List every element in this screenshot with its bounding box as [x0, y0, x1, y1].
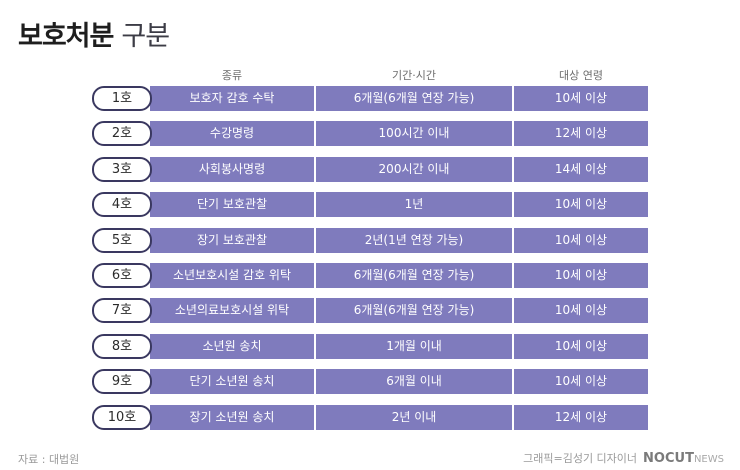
source-note: 자료 : 대법원: [18, 453, 80, 466]
page-title: 보호처분 구분: [18, 14, 170, 53]
disposition-number-badge: 1호: [92, 86, 152, 111]
cell-type: 소년보호시설 감호 위탁: [150, 263, 314, 288]
cell-age: 12세 이상: [514, 121, 648, 146]
cell-type: 단기 보호관찰: [150, 192, 314, 217]
cell-period: 6개월 이내: [316, 369, 512, 394]
column-header-age: 대상 연령: [559, 69, 603, 82]
cell-age: 14세 이상: [514, 157, 648, 182]
cell-period: 6개월(6개월 연장 가능): [316, 263, 512, 288]
table-row: 소년의료보호시설 위탁 6개월(6개월 연장 가능) 10세 이상 7호: [92, 298, 650, 323]
disposition-number-badge: 10호: [92, 405, 152, 430]
cell-age: 10세 이상: [514, 192, 648, 217]
cell-period: 6개월(6개월 연장 가능): [316, 86, 512, 111]
cell-period: 6개월(6개월 연장 가능): [316, 298, 512, 323]
disposition-number-badge: 9호: [92, 369, 152, 394]
cell-age: 10세 이상: [514, 334, 648, 359]
cell-type: 수강명령: [150, 121, 314, 146]
logo-news: NEWS: [693, 454, 724, 465]
cell-age: 10세 이상: [514, 228, 648, 253]
disposition-number-badge: 7호: [92, 298, 152, 323]
table-row: 소년원 송치 1개월 이내 10세 이상 8호: [92, 334, 650, 359]
cell-period: 2년 이내: [316, 405, 512, 430]
table-row: 단기 소년원 송치 6개월 이내 10세 이상 9호: [92, 369, 650, 394]
cell-type: 소년의료보호시설 위탁: [150, 298, 314, 323]
cell-age: 10세 이상: [514, 86, 648, 111]
table-row: 소년보호시설 감호 위탁 6개월(6개월 연장 가능) 10세 이상 6호: [92, 263, 650, 288]
title-light: 구분: [121, 21, 170, 52]
cell-age: 10세 이상: [514, 369, 648, 394]
table-row: 단기 보호관찰 1년 10세 이상 4호: [92, 192, 650, 217]
cell-age: 12세 이상: [514, 405, 648, 430]
logo-nocut: NOCUT: [643, 451, 694, 466]
column-header-period: 기간·시간: [392, 69, 436, 82]
table-row: 사회봉사명령 200시간 이내 14세 이상 3호: [92, 157, 650, 182]
credit: 그래픽=김성기 디자이너 NOCUTNEWS: [523, 450, 724, 466]
cell-type: 장기 소년원 송치: [150, 405, 314, 430]
disposition-number-badge: 5호: [92, 228, 152, 253]
disposition-number-badge: 2호: [92, 121, 152, 146]
cell-type: 소년원 송치: [150, 334, 314, 359]
cell-period: 100시간 이내: [316, 121, 512, 146]
column-header-type: 종류: [221, 69, 243, 82]
cell-type: 보호자 감호 수탁: [150, 86, 314, 111]
cell-period: 1년: [316, 192, 512, 217]
disposition-number-badge: 6호: [92, 263, 152, 288]
disposition-number-badge: 4호: [92, 192, 152, 217]
disposition-number-badge: 3호: [92, 157, 152, 182]
cell-age: 10세 이상: [514, 263, 648, 288]
cell-type: 단기 소년원 송치: [150, 369, 314, 394]
cell-age: 10세 이상: [514, 298, 648, 323]
title-bold: 보호처분: [18, 21, 114, 52]
table-row: 수강명령 100시간 이내 12세 이상 2호: [92, 121, 650, 146]
credit-text: 그래픽=김성기 디자이너: [523, 452, 638, 465]
cell-type: 사회봉사명령: [150, 157, 314, 182]
table-row: 장기 보호관찰 2년(1년 연장 가능) 10세 이상 5호: [92, 228, 650, 253]
disposition-number-badge: 8호: [92, 334, 152, 359]
cell-period: 200시간 이내: [316, 157, 512, 182]
cell-period: 2년(1년 연장 가능): [316, 228, 512, 253]
table-row: 보호자 감호 수탁 6개월(6개월 연장 가능) 10세 이상 1호: [92, 86, 650, 111]
cell-period: 1개월 이내: [316, 334, 512, 359]
table-row: 장기 소년원 송치 2년 이내 12세 이상 10호: [92, 405, 650, 430]
cell-type: 장기 보호관찰: [150, 228, 314, 253]
